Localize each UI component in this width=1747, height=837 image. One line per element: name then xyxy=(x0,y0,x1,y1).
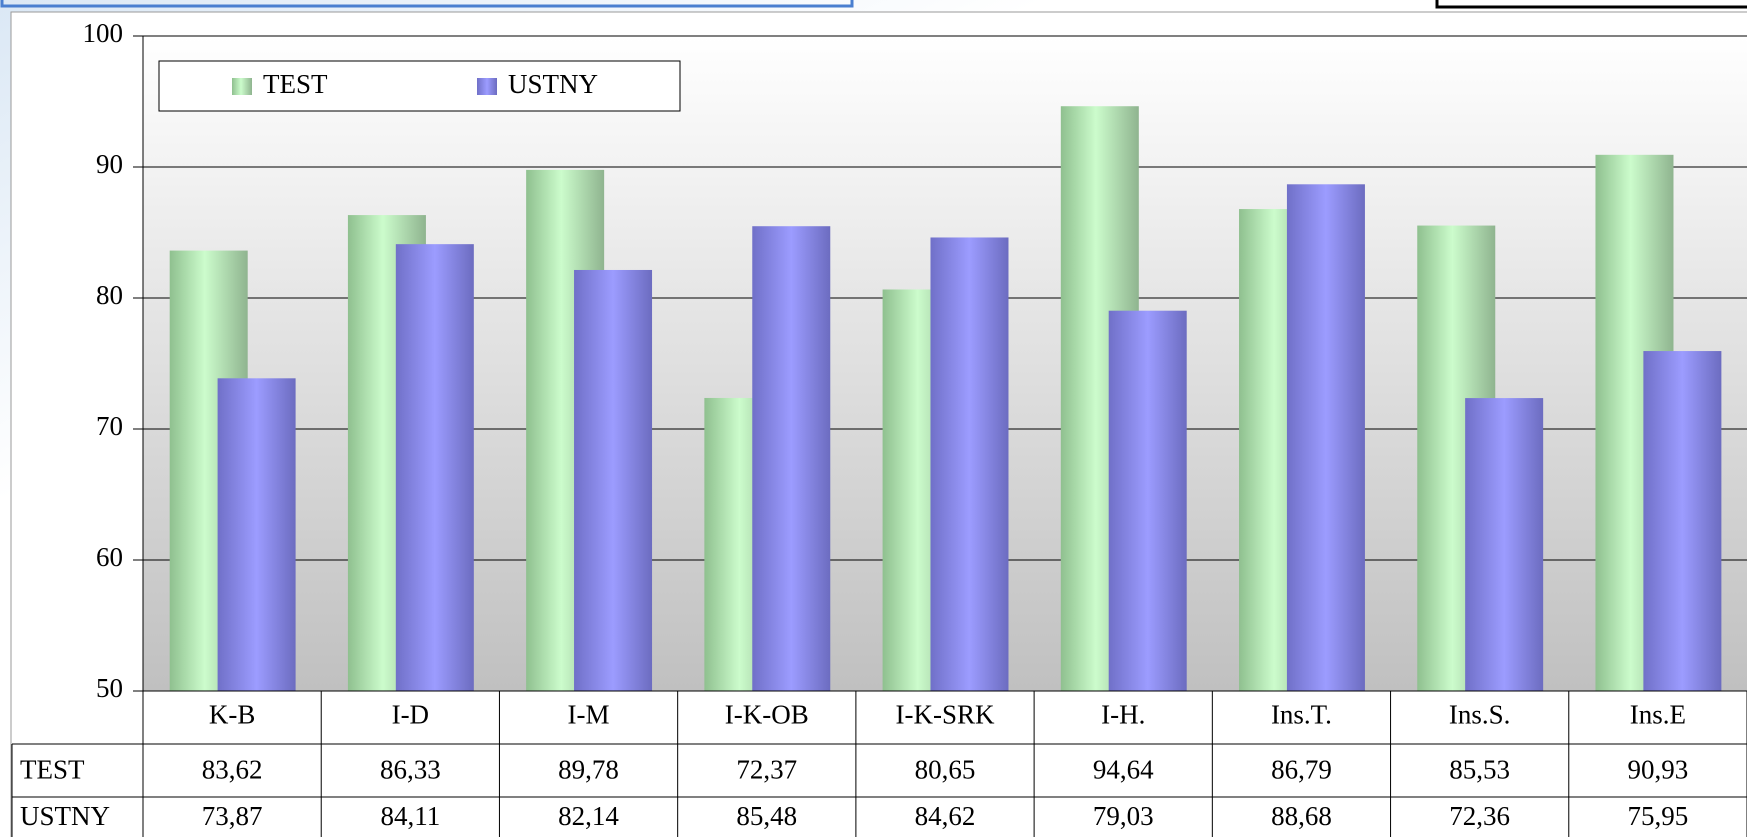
table-cell: 85,48 xyxy=(736,801,797,831)
x-tick-label: I-K-OB xyxy=(725,700,809,730)
y-tick-label: 80 xyxy=(96,280,123,310)
x-tick-label: Ins.E xyxy=(1630,700,1686,730)
bar xyxy=(930,237,1009,691)
table-cell: 94,64 xyxy=(1093,755,1154,785)
bar xyxy=(574,269,653,691)
table-cell: 75,95 xyxy=(1628,801,1689,831)
x-tick-label: Ins.S. xyxy=(1449,700,1511,730)
bar xyxy=(1465,398,1544,691)
x-tick-label: Ins.T. xyxy=(1271,700,1332,730)
table-cell: 84,11 xyxy=(380,801,440,831)
y-tick-label: 70 xyxy=(96,411,123,441)
x-tick-label: I-H. xyxy=(1101,700,1145,730)
table-cell: 73,87 xyxy=(202,801,263,831)
y-tick-label: 60 xyxy=(96,542,123,572)
table-cell: 86,33 xyxy=(380,755,441,785)
table-cell: 86,79 xyxy=(1271,755,1332,785)
table-cell: 79,03 xyxy=(1093,801,1154,831)
x-tick-label: I-M xyxy=(568,700,610,730)
row-header: USTNY xyxy=(20,801,110,831)
table-cell: 90,93 xyxy=(1628,755,1689,785)
legend-label: TEST xyxy=(263,69,328,99)
frame xyxy=(1435,0,1747,9)
bar xyxy=(217,378,296,691)
table-cell: 84,62 xyxy=(915,801,976,831)
table-cell: 89,78 xyxy=(558,755,619,785)
row-header: TEST xyxy=(20,755,85,785)
legend-marker xyxy=(232,78,252,95)
frame xyxy=(0,0,854,8)
bar xyxy=(752,226,831,691)
table-cell: 85,53 xyxy=(1449,755,1510,785)
table-cell: 82,14 xyxy=(558,801,619,831)
y-tick-label: 100 xyxy=(83,18,124,48)
table-cell: 80,65 xyxy=(915,755,976,785)
table-cell: 72,36 xyxy=(1449,801,1510,831)
x-tick-label: I-D xyxy=(392,700,429,730)
bar xyxy=(1286,184,1365,692)
y-tick-label: 90 xyxy=(96,149,123,179)
table-cell: 72,37 xyxy=(736,755,797,785)
table-cell: 83,62 xyxy=(202,755,263,785)
bar xyxy=(1108,310,1187,691)
x-tick-label: I-K-SRK xyxy=(896,700,995,730)
y-tick-label: 50 xyxy=(96,673,123,703)
bar xyxy=(1643,351,1722,691)
table-cell: 88,68 xyxy=(1271,801,1332,831)
legend-label: USTNY xyxy=(508,69,598,99)
x-tick-label: K-B xyxy=(209,700,256,730)
legend-marker xyxy=(477,78,497,95)
bar xyxy=(395,244,474,691)
